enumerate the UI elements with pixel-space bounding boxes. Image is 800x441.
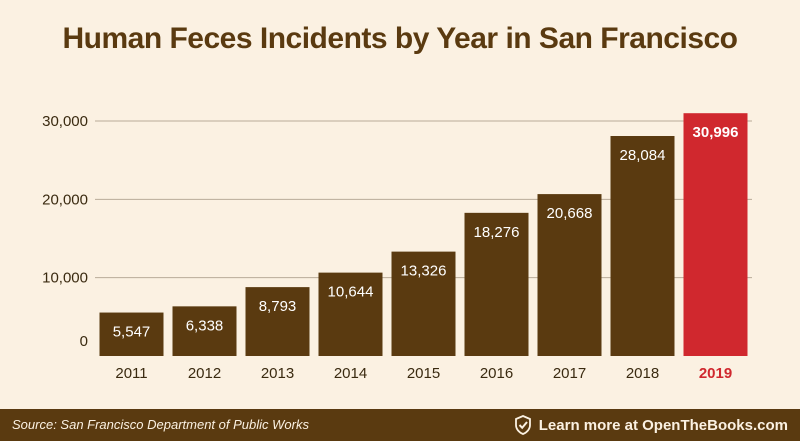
bar-chart: 0 10,000 20,000 30,000 5,547 2011 6,338 2012 8,7… <box>42 113 752 382</box>
source-note: Source: San Francisco Department of Publ… <box>12 417 309 432</box>
data-label: 8,793 <box>259 298 297 315</box>
x-tick-label: 2018 <box>626 365 659 382</box>
y-tick-label: 30,000 <box>42 113 88 130</box>
x-tick-label: 2016 <box>480 365 513 382</box>
x-tick-label: 2017 <box>553 365 586 382</box>
bar <box>610 136 675 356</box>
bar <box>537 194 602 356</box>
bar <box>318 272 383 356</box>
x-tick-label: 2011 <box>115 365 147 382</box>
data-label: 30,996 <box>693 124 739 141</box>
footer-bar: Source: San Francisco Department of Publ… <box>0 409 800 441</box>
x-tick-label: 2019 <box>699 365 732 382</box>
learn-more-text: Learn more at OpenTheBooks.com <box>538 416 788 434</box>
bar <box>172 306 237 356</box>
bar <box>245 287 310 356</box>
bar <box>391 251 456 356</box>
data-label: 18,276 <box>474 224 520 241</box>
data-label: 6,338 <box>186 317 224 334</box>
learn-more-link[interactable]: Learn more at OpenTheBooks.com <box>513 415 788 435</box>
x-tick-label: 2013 <box>261 365 294 382</box>
bar <box>99 312 164 356</box>
data-label: 28,084 <box>620 147 666 164</box>
y-tick-label: 0 <box>80 333 88 350</box>
x-tick-label: 2012 <box>188 365 221 382</box>
check-shield-icon <box>514 415 531 435</box>
y-tick-label: 20,000 <box>42 191 88 208</box>
data-label: 20,668 <box>547 205 593 222</box>
chart-title: Human Feces Incidents by Year in San Fra… <box>62 22 738 55</box>
x-tick-label: 2015 <box>407 365 440 382</box>
data-label: 10,644 <box>328 284 374 301</box>
x-tick-label: 2014 <box>334 365 367 382</box>
data-label: 5,547 <box>113 324 151 341</box>
y-tick-label: 10,000 <box>42 270 88 287</box>
data-label: 13,326 <box>401 263 447 280</box>
bar <box>683 113 748 356</box>
bar <box>464 212 529 356</box>
